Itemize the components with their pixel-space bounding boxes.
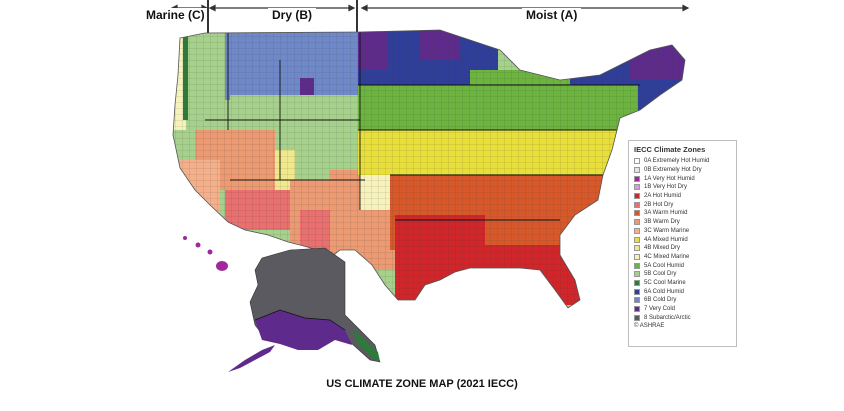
legend-item: 3A Warm Humid — [634, 209, 731, 218]
region-label-marine: Marine (C) — [144, 8, 207, 22]
legend-label: 6B Cold Dry — [644, 297, 677, 304]
legend-item: 8 Subarctic/Arctic — [634, 313, 731, 322]
legend-item: 7 Very Cold — [634, 305, 731, 314]
legend-swatch — [634, 306, 640, 313]
legend-swatch — [634, 314, 640, 321]
legend-label: 2A Hot Humid — [644, 193, 682, 200]
legend-label: 1A Very Hot Humid — [644, 175, 695, 182]
legend-item: 4C Mixed Marine — [634, 253, 731, 262]
legend-swatch — [634, 236, 640, 243]
legend-item: 4A Mixed Humid — [634, 235, 731, 244]
legend-credit: © ASHRAE — [634, 323, 665, 330]
legend-item: 2A Hot Humid — [634, 192, 731, 201]
legend-label: 1B Very Hot Dry — [644, 184, 688, 191]
legend-item: 5A Cool Humid — [634, 261, 731, 270]
legend-swatch — [634, 245, 640, 252]
legend-label: 6A Cold Humid — [644, 288, 685, 295]
legend-items: 0A Extremely Hot Humid 0B Extremely Hot D… — [634, 157, 731, 322]
legend-label: 5B Cool Dry — [644, 271, 677, 278]
region-label-moist: Moist (A) — [522, 8, 582, 22]
legend-item: 4B Mixed Dry — [634, 244, 731, 253]
legend-label: 5C Cool Marine — [644, 279, 686, 286]
legend-label: 4A Mixed Humid — [644, 236, 688, 243]
legend-swatch — [634, 279, 640, 286]
region-label-dry: Dry (B) — [268, 8, 317, 22]
legend-item: 6A Cold Humid — [634, 287, 731, 296]
legend-label: 0A Extremely Hot Humid — [644, 158, 710, 165]
legend-swatch — [634, 201, 640, 208]
map-caption: US CLIMATE ZONE MAP (2021 IECC) — [326, 378, 518, 390]
legend-item: 6B Cold Dry — [634, 296, 731, 305]
legend-swatch — [634, 184, 640, 191]
contiguous-us — [173, 30, 685, 308]
legend-item: 5B Cool Dry — [634, 270, 731, 279]
legend: IECC Climate Zones 0A Extremely Hot Humi… — [628, 140, 737, 347]
legend-label: 4C Mixed Marine — [644, 253, 690, 260]
legend-item: 3C Warm Marine — [634, 227, 731, 236]
legend-swatch — [634, 175, 640, 182]
legend-swatch — [634, 167, 640, 174]
legend-item: 1A Very Hot Humid — [634, 174, 731, 183]
legend-swatch — [634, 210, 640, 217]
legend-item: 0B Extremely Hot Dry — [634, 166, 731, 175]
legend-swatch — [634, 253, 640, 260]
legend-label: 2B Hot Dry — [644, 201, 674, 208]
legend-swatch — [634, 288, 640, 295]
legend-swatch — [634, 297, 640, 304]
legend-label: 3C Warm Marine — [644, 227, 690, 234]
legend-swatch — [634, 193, 640, 200]
legend-item: 2B Hot Dry — [634, 200, 731, 209]
us-outline — [172, 29, 686, 309]
legend-swatch — [634, 262, 640, 269]
legend-label: 5A Cool Humid — [644, 262, 685, 269]
legend-label: 3B Warm Dry — [644, 219, 680, 226]
legend-swatch — [634, 227, 640, 234]
legend-label: 0B Extremely Hot Dry — [644, 167, 702, 174]
alaska — [228, 247, 381, 372]
legend-item: 5C Cool Marine — [634, 279, 731, 288]
legend-swatch — [634, 271, 640, 278]
legend-swatch — [634, 219, 640, 226]
legend-title: IECC Climate Zones — [634, 145, 706, 154]
legend-label: 3A Warm Humid — [644, 210, 688, 217]
legend-label: 4B Mixed Dry — [644, 245, 681, 252]
legend-label: 8 Subarctic/Arctic — [644, 314, 691, 321]
hawaii — [183, 236, 228, 271]
legend-item: 0A Extremely Hot Humid — [634, 157, 731, 166]
legend-item: 3B Warm Dry — [634, 218, 731, 227]
legend-item: 1B Very Hot Dry — [634, 183, 731, 192]
legend-swatch — [634, 158, 640, 165]
legend-label: 7 Very Cold — [644, 306, 676, 313]
